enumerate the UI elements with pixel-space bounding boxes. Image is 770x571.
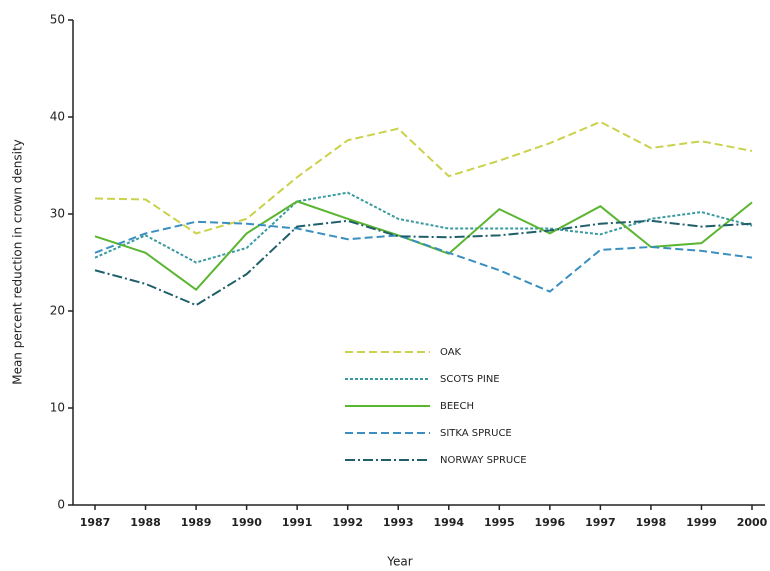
x-tick-label: 1991 [282,516,313,529]
legend-label: SITKA SPRUCE [440,428,512,439]
x-tick-label: 1994 [433,516,464,529]
x-axis-label: Year [386,555,412,569]
y-tick-label: 40 [50,110,65,124]
x-tick-label: 1998 [636,516,667,529]
series-line [94,191,753,264]
x-tick-label: 1990 [231,516,262,529]
x-tick-label: 1989 [181,516,212,529]
x-tick-label: 1995 [484,516,515,529]
series-line [94,200,753,292]
y-tick-label: 10 [50,401,65,415]
legend-label: OAK [440,347,462,358]
series-line [94,120,753,235]
legend-label: SCOTS PINE [440,374,500,385]
x-tick-label: 1988 [130,516,161,529]
y-tick-label: 0 [57,498,65,512]
x-tick-label: 1992 [332,516,363,529]
y-tick-label: 50 [50,13,65,27]
x-tick-label: 2000 [737,516,768,529]
x-tick-label: 1996 [535,516,566,529]
series-line [94,219,753,307]
x-tick-label: 1997 [585,516,616,529]
x-tick-label: 1987 [80,516,111,529]
series-line [94,220,753,293]
legend-label: NORWAY SPRUCE [440,455,527,466]
y-tick-label: 30 [50,207,65,221]
x-tick-label: 1993 [383,516,414,529]
x-tick-label: 1999 [686,516,717,529]
legend-label: BEECH [440,401,474,412]
y-tick-label: 20 [50,304,65,318]
y-axis-label: Mean percent reduction in crown density [11,139,25,385]
